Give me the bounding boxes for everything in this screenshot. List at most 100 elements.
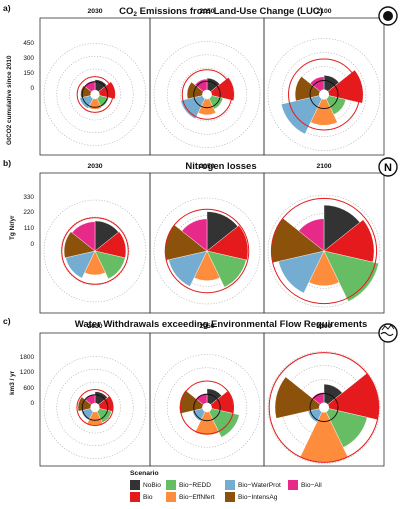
reference-circle (180, 380, 234, 435)
legend-item-bio: Bio (130, 492, 153, 502)
panel-1-tick-label: 330 (23, 194, 34, 201)
legend-label-bio-waterprot: Bio−WaterProt (238, 481, 281, 489)
facet-year-label: 2030 (87, 8, 103, 15)
legend-swatch-bio-all (288, 480, 298, 490)
nitrogen-icon-label: N (384, 162, 392, 174)
legend-title: Scenario (130, 470, 159, 477)
wedge-bio-all (194, 78, 208, 92)
grid-circle (43, 199, 147, 303)
grid-circle (56, 368, 134, 447)
wedge-bio (210, 77, 235, 101)
wedge-bio-all (298, 218, 325, 252)
wedge-bio-redd (323, 250, 379, 302)
panel-1-tick-label: 220 (23, 209, 34, 216)
grid-circle (43, 43, 147, 146)
facet-frame (263, 172, 385, 314)
legend-item-bio-effnfert: Bio−EffNfert (166, 492, 215, 502)
wedge-bio-all (311, 392, 325, 405)
grid-circle (69, 68, 121, 121)
zero-circle (309, 393, 339, 422)
facet-year-label: 2100 (316, 8, 332, 15)
reference-circle (76, 76, 114, 113)
panel-c-letter: c) (3, 316, 11, 326)
panel-0-tick-label: 150 (23, 70, 34, 77)
panel-0-tick-label: 300 (23, 55, 34, 62)
legend-swatch-bio-redd (166, 480, 176, 490)
reference-circle (270, 197, 378, 305)
facet-year-label: 2050 (199, 163, 215, 170)
wedge-bio-all (195, 393, 208, 405)
legend-label-bio-intensag: Bio−IntensAg (238, 493, 278, 501)
panel-b-letter: b) (3, 158, 12, 168)
grid-circle (281, 52, 367, 137)
wedge-bio-waterprot (180, 95, 206, 120)
legend-label-bio: Bio (143, 493, 153, 501)
reference-circle (181, 69, 233, 120)
grid-circle (166, 54, 248, 135)
wedge-bio-redd (208, 408, 240, 438)
legend-swatch-nobio (130, 480, 140, 490)
facet-year-label: 2030 (87, 163, 103, 170)
wedge-bio-intensag (179, 390, 204, 414)
grid-circle (60, 216, 130, 286)
facet-frame (263, 332, 385, 467)
grid-circle (69, 381, 121, 434)
panel-2-tick-label: 1800 (19, 354, 34, 361)
legend-label-bio-all: Bio−All (301, 481, 322, 489)
legend-item-bio-redd: Bio−REDD (166, 480, 211, 490)
wedge-bio-intensag (274, 376, 321, 419)
legend-swatch-bio-intensag (225, 492, 235, 502)
grid-circle (166, 367, 248, 448)
legend-label-bio-redd: Bio−REDD (179, 481, 212, 489)
wedge-bio-effnfert (194, 411, 220, 436)
water-icon-wave (380, 331, 394, 337)
grid-circle (43, 356, 147, 459)
grid-circle (267, 38, 381, 151)
legend-item-nobio: NoBio (130, 480, 161, 490)
facet-year-label: 2050 (199, 323, 215, 330)
panel-a-title-main: CO (119, 6, 134, 17)
grid-circle (267, 351, 381, 464)
wedge-bio-all (309, 76, 325, 92)
grid-circle (267, 194, 381, 308)
panel-a-title-rest: Emissions from Land-Use Change (LUC) (137, 6, 323, 17)
panel-a-letter: a) (3, 3, 11, 13)
panel-c-title: Water Withdrawals exceeding Environmenta… (40, 319, 402, 330)
reference-circle (76, 388, 114, 427)
facet-year-label: 2100 (316, 163, 332, 170)
globe-icon-core (383, 11, 393, 21)
facet-year-label: 2100 (316, 323, 332, 330)
wedge-bio-redd (206, 250, 247, 288)
wedge-bio-all (71, 221, 96, 252)
wedge-bio-all (181, 218, 208, 252)
legend-item-bio-all: Bio−All (288, 480, 322, 490)
wedge-bio-all (84, 80, 96, 92)
zero-circle (309, 80, 339, 109)
zero-circle (193, 80, 221, 109)
zero-circle (81, 394, 109, 421)
grid-circle (153, 197, 261, 305)
legend-swatch-bio (130, 492, 140, 502)
panel-b-title: Nitrogen losses (40, 161, 402, 172)
grid-circle (153, 41, 261, 148)
nitrogen-icon (378, 157, 398, 177)
water-icon-top (381, 324, 395, 331)
reference-circle (288, 58, 360, 131)
panel-0-tick-label: 0 (30, 85, 34, 92)
panel-a-title-sub: 2 (133, 11, 138, 18)
panel-b-title-main: Nitrogen losses (185, 161, 257, 172)
legend-item-bio-waterprot: Bio−WaterProt (225, 480, 281, 490)
legend-item-bio-intensag: Bio−IntensAg (225, 492, 277, 502)
panel-a-title: CO2 Emissions from Land-Use Change (LUC) (40, 6, 402, 18)
facet-year-label: 2050 (199, 8, 215, 15)
panel-c-title-main: Water Withdrawals exceeding Environmenta… (74, 319, 368, 330)
legend-swatch-bio-waterprot (225, 480, 235, 490)
panel-2-tick-label: 600 (23, 385, 34, 392)
panel-2-tick-label: 0 (30, 400, 34, 407)
panel-1-tick-label: 0 (30, 241, 34, 248)
wedge-bio-all (84, 393, 96, 405)
panel-2-tick-label: 1200 (19, 369, 34, 376)
panel-1-tick-label: 110 (23, 225, 34, 232)
grid-circle (153, 354, 261, 461)
